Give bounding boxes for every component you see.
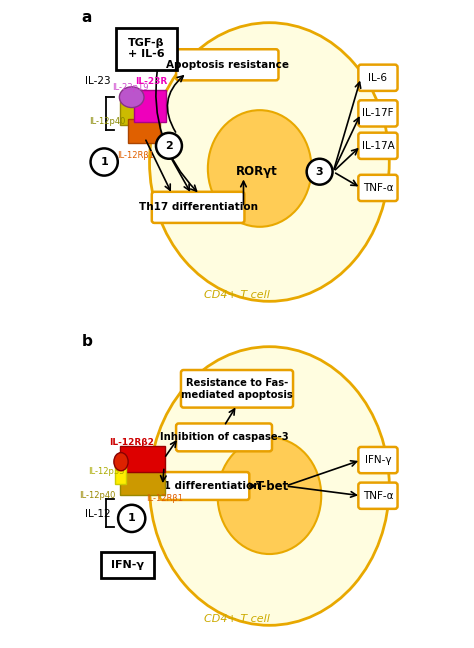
Ellipse shape — [149, 23, 389, 301]
Text: 1: 1 — [128, 513, 136, 524]
Text: RORγt: RORγt — [236, 165, 277, 178]
Text: IL-17A: IL-17A — [362, 141, 394, 151]
FancyBboxPatch shape — [358, 133, 398, 159]
Text: IFN-γ: IFN-γ — [365, 455, 391, 465]
FancyBboxPatch shape — [115, 459, 126, 484]
FancyBboxPatch shape — [358, 483, 398, 509]
Text: IL-12p40: IL-12p40 — [90, 117, 126, 126]
Ellipse shape — [149, 347, 389, 625]
FancyBboxPatch shape — [120, 472, 165, 495]
Text: CD4+ T cell: CD4+ T cell — [204, 290, 270, 300]
Text: IL-17F: IL-17F — [362, 108, 394, 119]
Text: Th17 differentiation: Th17 differentiation — [138, 202, 258, 213]
Text: IL-23R: IL-23R — [135, 77, 167, 86]
FancyBboxPatch shape — [358, 100, 398, 126]
Text: IL-23p19: IL-23p19 — [112, 83, 149, 92]
Text: 1: 1 — [100, 157, 108, 167]
Text: CD4+ T cell: CD4+ T cell — [204, 614, 270, 624]
Text: Apoptosis resistance: Apoptosis resistance — [166, 60, 289, 70]
FancyBboxPatch shape — [176, 49, 278, 80]
Text: Resistance to Fas-
mediated apoptosis: Resistance to Fas- mediated apoptosis — [181, 378, 293, 400]
Circle shape — [156, 133, 182, 159]
FancyBboxPatch shape — [120, 446, 165, 472]
Text: IL-12Rβ1: IL-12Rβ1 — [146, 494, 183, 503]
Circle shape — [118, 505, 146, 532]
Text: IL-12Rβ1: IL-12Rβ1 — [117, 151, 154, 159]
Circle shape — [307, 159, 333, 185]
Text: IL-12Rβ2: IL-12Rβ2 — [109, 438, 154, 447]
Bar — [120, 97, 135, 124]
Text: IL-6: IL-6 — [368, 73, 387, 83]
Text: TGF-β
+ IL-6: TGF-β + IL-6 — [128, 38, 164, 60]
FancyBboxPatch shape — [181, 370, 293, 408]
Ellipse shape — [208, 110, 311, 227]
Text: T-bet: T-bet — [256, 480, 289, 492]
FancyBboxPatch shape — [134, 90, 166, 122]
Text: 2: 2 — [165, 141, 173, 151]
Circle shape — [91, 148, 118, 176]
Text: TNF-α: TNF-α — [363, 491, 393, 501]
Text: TNF-α: TNF-α — [363, 183, 393, 193]
Text: 3: 3 — [316, 167, 323, 177]
FancyBboxPatch shape — [101, 552, 155, 579]
FancyBboxPatch shape — [116, 27, 177, 70]
FancyBboxPatch shape — [152, 192, 245, 223]
Text: a: a — [82, 10, 92, 25]
FancyBboxPatch shape — [358, 175, 398, 201]
FancyBboxPatch shape — [128, 119, 160, 143]
Text: Inhibition of caspase-3: Inhibition of caspase-3 — [160, 432, 288, 443]
Text: b: b — [82, 334, 92, 349]
Text: IL-23: IL-23 — [85, 76, 110, 86]
Ellipse shape — [119, 87, 144, 108]
Text: Th1 differentiation: Th1 differentiation — [149, 481, 260, 491]
Text: IL-12p40: IL-12p40 — [80, 491, 116, 500]
FancyBboxPatch shape — [176, 424, 272, 451]
Text: IL-12p35: IL-12p35 — [88, 467, 125, 476]
FancyBboxPatch shape — [358, 447, 398, 473]
Text: IFN-γ: IFN-γ — [111, 561, 144, 570]
FancyBboxPatch shape — [160, 472, 249, 500]
Text: IL-12: IL-12 — [85, 509, 110, 518]
FancyBboxPatch shape — [358, 65, 398, 91]
Ellipse shape — [218, 437, 321, 554]
Ellipse shape — [114, 453, 128, 470]
